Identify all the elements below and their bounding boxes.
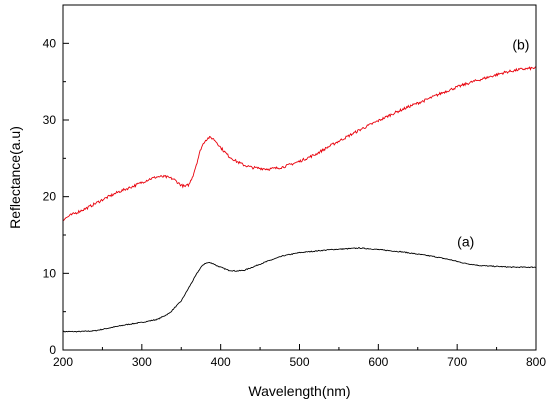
- y-tick-label: 20: [43, 190, 57, 204]
- series-line-a: [62, 247, 537, 333]
- x-tick-label: 200: [53, 355, 73, 369]
- x-tick-label: 700: [447, 355, 467, 369]
- y-tick-label: 0: [49, 343, 56, 357]
- ticks-layer: 200 300 400 500 600 700 800 0 10 20 30 40: [43, 4, 546, 369]
- y-tick-label: 40: [43, 36, 57, 50]
- x-tick-label: 500: [289, 355, 309, 369]
- y-tick-label: 30: [43, 113, 57, 127]
- y-axis-title: Reflectance(a.u): [7, 126, 23, 229]
- series-layer: [62, 66, 537, 333]
- series-annotation: (a): [457, 234, 474, 250]
- x-tick-label: 600: [368, 355, 388, 369]
- series-line-b: [62, 66, 537, 221]
- y-tick-label: 10: [43, 266, 57, 280]
- series-annotation: (b): [512, 36, 529, 52]
- x-tick-label: 300: [132, 355, 152, 369]
- x-axis-title: Wavelength(nm): [248, 383, 350, 399]
- x-tick-label: 800: [526, 355, 546, 369]
- x-tick-label: 400: [211, 355, 231, 369]
- annotation-layer: (a) (b): [457, 36, 529, 249]
- axes-layer: [62, 4, 537, 351]
- plot-frame: [62, 4, 537, 351]
